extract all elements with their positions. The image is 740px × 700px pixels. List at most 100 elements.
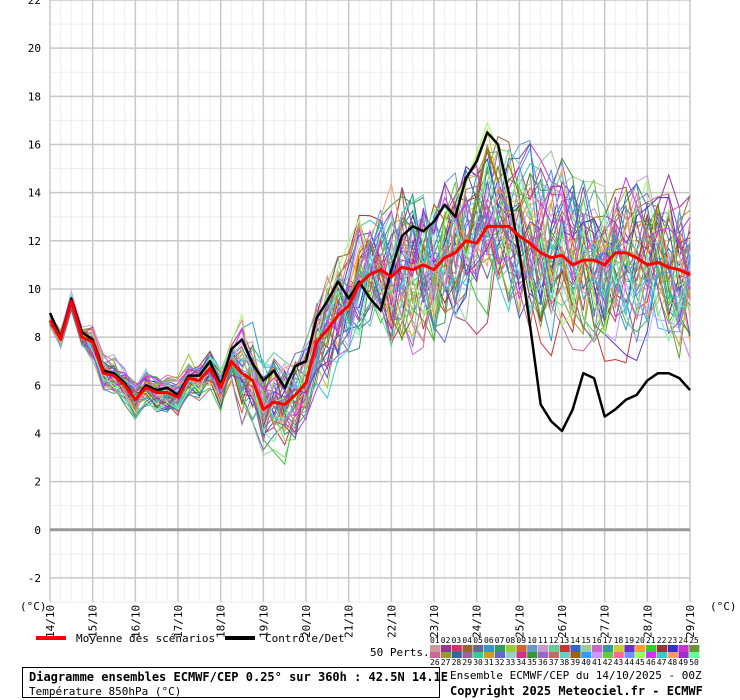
y-tick-label: 12 (28, 235, 41, 248)
member-number: 09 (516, 636, 526, 645)
y-tick-label: 22 (28, 0, 41, 7)
member-number: 35 (527, 658, 537, 667)
member-swatch (559, 652, 570, 658)
member-number: 44 (624, 658, 634, 667)
member-number: 20 (635, 636, 645, 645)
y-tick-label: -2 (28, 572, 41, 585)
y-tick-label: 4 (34, 427, 41, 440)
main-series (48, 131, 691, 433)
member-swatch (451, 645, 462, 652)
member-swatch (505, 652, 516, 658)
member-number: 47 (657, 658, 667, 667)
member-number: 42 (603, 658, 613, 667)
member-swatch (494, 645, 505, 652)
member-number: 36 (538, 658, 548, 667)
member-number: 14 (570, 636, 580, 645)
member-swatch (624, 652, 635, 658)
x-tick-label: 29/10 (684, 605, 697, 638)
member-swatch (451, 652, 462, 658)
member-swatch (516, 652, 527, 658)
control-series-line (48, 131, 691, 433)
member-number: 06 (484, 636, 494, 645)
member-number: 10 (527, 636, 537, 645)
member-swatch (548, 645, 559, 652)
ensemble-member-legend: 01 02 03 04 05 06 07 08 09 10 11 12 13 14 15 16 17 18 19 20… (430, 636, 700, 667)
x-tick-label: 16/10 (129, 605, 142, 638)
y-tick-label: 16 (28, 138, 41, 151)
ensemble-member-line (49, 217, 691, 422)
member-swatch (613, 652, 624, 658)
member-number: 11 (538, 636, 548, 645)
chart-title-box: Diagramme ensembles ECMWF/CEP 0.25° sur … (22, 667, 448, 698)
ensemble-members (49, 121, 691, 466)
member-number: 03 (452, 636, 462, 645)
member-swatch (527, 652, 538, 658)
member-number: 32 (495, 658, 505, 667)
x-tick-label: 27/10 (599, 605, 612, 638)
chart-title: Diagramme ensembles ECMWF/CEP 0.25° sur … (29, 670, 449, 684)
member-swatch (581, 652, 592, 658)
member-number: 49 (678, 658, 688, 667)
member-number: 43 (614, 658, 624, 667)
member-swatch (592, 645, 603, 652)
member-number: 05 (473, 636, 483, 645)
member-number: 25 (689, 636, 699, 645)
member-number: 22 (657, 636, 667, 645)
ensemble-count-label: 50 Perts. (370, 646, 430, 659)
y-tick-label: 0 (34, 524, 41, 537)
y-axis-unit-right: (°C) (710, 600, 737, 613)
member-swatch (635, 645, 646, 652)
legend-control-label: Contrôle/Det (265, 632, 344, 645)
x-tick-label: 17/10 (172, 605, 185, 638)
member-swatch (430, 652, 441, 658)
member-swatch (473, 652, 484, 658)
y-tick-label: 2 (34, 476, 41, 489)
member-number: 33 (506, 658, 516, 667)
member-number: 46 (646, 658, 656, 667)
member-swatch (516, 645, 527, 652)
member-number: 48 (668, 658, 678, 667)
x-tick-label: 18/10 (215, 605, 228, 638)
member-number: 13 (560, 636, 570, 645)
member-swatch (656, 645, 667, 652)
ensemble-member-line (49, 150, 691, 427)
member-swatch (646, 652, 657, 658)
member-swatch (667, 652, 678, 658)
member-swatch (602, 652, 613, 658)
member-swatch (656, 652, 667, 658)
member-swatch (548, 652, 559, 658)
member-swatch (667, 645, 678, 652)
x-tick-label: 19/10 (257, 605, 270, 638)
member-number: 26 (430, 658, 440, 667)
member-swatch (570, 652, 581, 658)
member-number: 16 (592, 636, 602, 645)
legend-mean-label: Moyenne des scénarios (76, 632, 215, 645)
member-number: 07 (495, 636, 505, 645)
y-axis-ticks: -2 0 2 4 6 8 10 12 14 16 18 20 22 (28, 0, 42, 585)
member-number: 41 (592, 658, 602, 667)
member-number: 12 (549, 636, 559, 645)
member-number: 45 (635, 658, 645, 667)
member-swatch (678, 645, 689, 652)
member-swatch (505, 645, 516, 652)
ensemble-member-line (49, 147, 691, 403)
x-axis-ticks: 14/10 15/10 16/10 17/10 18/10 19/10 20/10 21/10… (44, 605, 697, 638)
member-number: 31 (484, 658, 494, 667)
x-tick-label: 25/10 (513, 605, 526, 638)
member-swatch (592, 652, 603, 658)
x-tick-label: 24/10 (471, 605, 484, 638)
chart-subtitle: Température 850hPa (°C) (29, 685, 182, 698)
member-swatch (559, 645, 570, 652)
member-swatch (462, 645, 473, 652)
member-number: 38 (560, 658, 570, 667)
member-swatch (440, 652, 451, 658)
member-number: 28 (452, 658, 462, 667)
member-swatch (538, 645, 549, 652)
member-swatch (689, 652, 700, 658)
member-swatch (538, 652, 549, 658)
member-swatch (646, 645, 657, 652)
member-swatch (462, 652, 473, 658)
ensemble-member-line (49, 184, 691, 428)
member-number: 02 (441, 636, 451, 645)
member-number: 24 (678, 636, 688, 645)
